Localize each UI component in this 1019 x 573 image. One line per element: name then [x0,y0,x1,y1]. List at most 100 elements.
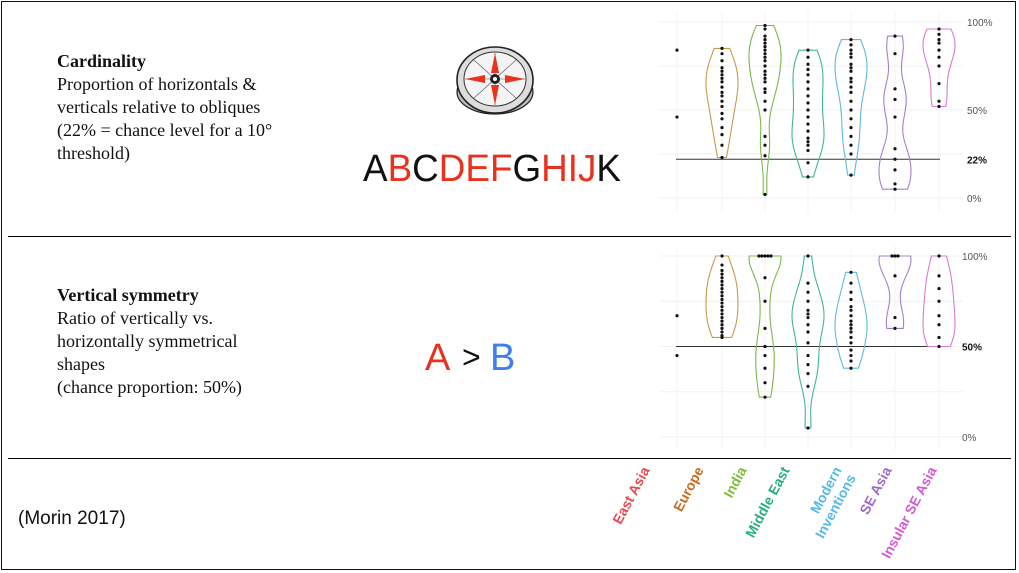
data-point [763,76,767,80]
category-label: Europe [670,464,707,514]
data-point [806,143,810,147]
data-point [849,353,853,358]
alphabet-letter: H [541,148,568,190]
violin-shape [748,255,782,398]
data-point [720,133,724,137]
data-point [806,62,810,66]
data-point [849,55,853,59]
category-label: SE Asia [856,464,894,517]
alphabet-letter: K [596,148,621,190]
data-point [849,152,853,156]
data-point [763,395,767,399]
data-point [766,254,770,258]
data-point [896,254,900,258]
data-point [763,38,767,42]
svg-text:ABCDEFGHIJK: ABCDEFGHIJK [363,148,621,190]
cardinality-line: threshold) [57,143,130,163]
violin-shape [922,255,956,348]
data-point [893,315,897,320]
cardinality-description: Cardinality Proportion of horizontals & … [57,50,272,165]
data-point [806,341,810,345]
data-point [720,272,724,276]
data-point [849,305,853,309]
data-point [937,323,941,327]
data-point [720,126,724,130]
data-point [720,80,724,84]
violin-chart-1: 100% 50% 0% 22% [660,12,993,212]
data-point [937,38,941,42]
data-point [806,129,810,133]
section-divider-bottom [8,458,1011,459]
data-point [763,326,767,330]
data-point [849,366,853,370]
alphabet-letter: A [363,148,388,190]
data-point [763,276,767,280]
data-point [806,115,810,119]
data-point [763,64,767,68]
violin-shape [748,24,782,196]
data-point [849,38,853,42]
data-point [720,268,724,273]
data-point [763,108,767,112]
data-point [937,99,941,103]
cardinality-title: Cardinality [57,51,147,71]
data-point [720,143,724,147]
category-label: East Asia [609,464,653,527]
data-point [763,55,767,59]
data-point [763,59,767,63]
data-point [763,34,767,38]
data-point [937,27,941,31]
data-point [763,80,767,84]
data-point [849,348,853,352]
data-point [763,366,767,370]
axis-tick-label: 0% [962,433,977,444]
data-point [937,32,941,36]
data-point [849,69,853,73]
data-point [720,290,724,294]
data-point [937,55,941,59]
data-point [849,270,853,274]
data-point [763,154,767,158]
data-point [763,73,767,77]
data-point [806,67,810,72]
data-point [849,43,853,47]
data-point [849,80,853,84]
data-point [720,254,724,258]
data-point [763,254,767,258]
data-point [893,274,897,278]
axis-tick-label: 100% [962,252,988,263]
data-point [720,315,724,320]
data-point [806,55,810,59]
axis-tick-label: 50% [967,106,987,117]
data-point [937,344,941,349]
data-point [720,279,724,283]
data-point [893,87,897,91]
data-point [763,45,767,49]
data-point [806,122,810,126]
data-point [760,254,764,258]
data-point [675,314,679,318]
data-point [849,323,853,327]
violin-shape [705,255,739,338]
data-point [763,52,767,56]
data-point [806,148,810,153]
data-point [720,297,724,302]
data-point [806,299,810,303]
alphabet-letter: J [578,148,596,190]
cardinality-line: Proportion of horizontals & [57,74,257,94]
data-point [849,290,853,294]
data-point [849,117,853,121]
alphabet-letter: D [439,148,466,190]
data-point [720,326,724,330]
data-point [893,147,897,151]
data-point [763,134,767,138]
data-point [720,335,724,340]
data-point [720,294,724,298]
data-point [806,108,810,112]
data-point [893,187,897,191]
cardinality-line: verticals relative to obliques [57,97,261,117]
category-label: India [720,464,750,501]
data-point [720,319,724,323]
data-point [720,323,724,327]
